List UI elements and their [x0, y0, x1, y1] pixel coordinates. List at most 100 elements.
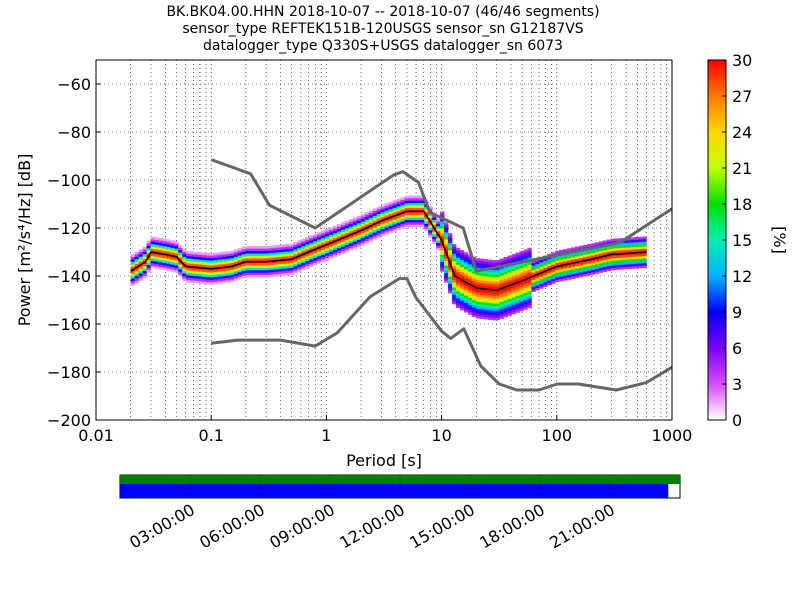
- density-cell: [194, 280, 199, 284]
- density-cell: [400, 202, 405, 205]
- density-cell: [630, 266, 635, 269]
- density-cell: [590, 272, 596, 275]
- density-cell: [376, 225, 381, 229]
- density-cell: [317, 256, 322, 259]
- density-cell: [289, 270, 294, 273]
- density-cell: [491, 305, 496, 309]
- density-cell: [158, 249, 163, 253]
- density-cell: [206, 272, 211, 275]
- availability-bar: [120, 475, 680, 484]
- density-cell: [305, 253, 310, 257]
- density-cell: [404, 224, 409, 228]
- density-cell: [428, 225, 433, 228]
- density-cell: [428, 206, 433, 209]
- density-cell: [225, 256, 231, 259]
- density-cell: [257, 272, 262, 276]
- x-tick-label: 0.1: [198, 426, 223, 445]
- density-cell: [293, 244, 298, 248]
- density-cell: [348, 247, 354, 251]
- density-cell: [368, 229, 373, 233]
- density-cell: [229, 279, 235, 283]
- density-cell: [162, 267, 167, 271]
- density-cell: [491, 286, 496, 290]
- density-cell: [475, 279, 481, 283]
- density-cell: [154, 258, 159, 262]
- density-cell: [630, 249, 635, 253]
- density-cell: [590, 252, 596, 256]
- density-cell: [519, 296, 524, 300]
- density-cell: [146, 267, 151, 270]
- density-cell: [598, 260, 604, 264]
- density-cell: [471, 295, 477, 298]
- density-cell: [158, 254, 163, 258]
- density-cell: [150, 265, 155, 269]
- density-cell: [213, 279, 219, 282]
- density-cell: [452, 260, 457, 264]
- density-cell: [586, 268, 592, 271]
- density-cell: [392, 229, 397, 232]
- density-cell: [221, 263, 227, 267]
- density-cell: [142, 270, 147, 274]
- density-cell: [309, 264, 314, 267]
- density-cell: [388, 208, 393, 212]
- density-cell: [202, 278, 207, 282]
- density-cell: [261, 265, 266, 268]
- density-cell: [138, 278, 143, 281]
- density-cell: [138, 268, 143, 272]
- density-cell: [289, 250, 294, 254]
- density-cell: [622, 259, 627, 263]
- density-cell: [594, 254, 600, 258]
- density-cell: [321, 242, 326, 246]
- density-cell: [392, 212, 397, 215]
- density-cell: [213, 262, 219, 265]
- density-cell: [515, 295, 520, 299]
- density-cell: [130, 273, 135, 277]
- density-cell: [285, 265, 290, 269]
- density-cell: [138, 249, 143, 252]
- density-cell: [479, 285, 485, 288]
- density-cell: [313, 262, 318, 266]
- density-cell: [444, 275, 449, 278]
- density-cell: [575, 268, 580, 271]
- density-cell: [265, 269, 270, 273]
- density-cell: [368, 212, 373, 216]
- density-cell: [134, 258, 139, 262]
- density-cell: [333, 228, 338, 231]
- density-cell: [463, 288, 469, 291]
- density-cell: [285, 256, 290, 259]
- density-cell: [344, 220, 350, 224]
- density-cell: [344, 239, 350, 243]
- density-cell: [170, 252, 175, 256]
- density-cell: [372, 213, 377, 216]
- density-cell: [459, 286, 465, 289]
- density-cell: [289, 265, 294, 268]
- density-cell: [527, 269, 532, 273]
- density-cell: [408, 195, 413, 199]
- density-cell: [523, 275, 528, 279]
- density-cell: [285, 270, 290, 274]
- density-cell: [221, 278, 227, 281]
- density-cell: [463, 285, 469, 289]
- density-cell: [261, 253, 266, 256]
- density-cell: [444, 279, 449, 283]
- density-cell: [352, 229, 358, 233]
- density-cell: [408, 224, 413, 228]
- density-cell: [166, 263, 171, 267]
- density-cell: [499, 296, 504, 300]
- density-cell: [297, 240, 302, 244]
- density-cell: [448, 240, 453, 244]
- density-cell: [638, 236, 643, 240]
- density-cell: [571, 273, 576, 277]
- density-cell: [265, 274, 270, 278]
- density-cell: [241, 246, 247, 250]
- density-cell: [511, 258, 516, 262]
- density-cell: [475, 258, 481, 261]
- density-cell: [539, 269, 544, 272]
- density-cell: [499, 270, 504, 274]
- density-cell: [444, 236, 449, 240]
- density-cell: [170, 261, 175, 265]
- density-cell: [511, 306, 516, 310]
- density-cell: [527, 290, 532, 294]
- density-cell: [555, 262, 560, 266]
- density-cell: [372, 210, 377, 214]
